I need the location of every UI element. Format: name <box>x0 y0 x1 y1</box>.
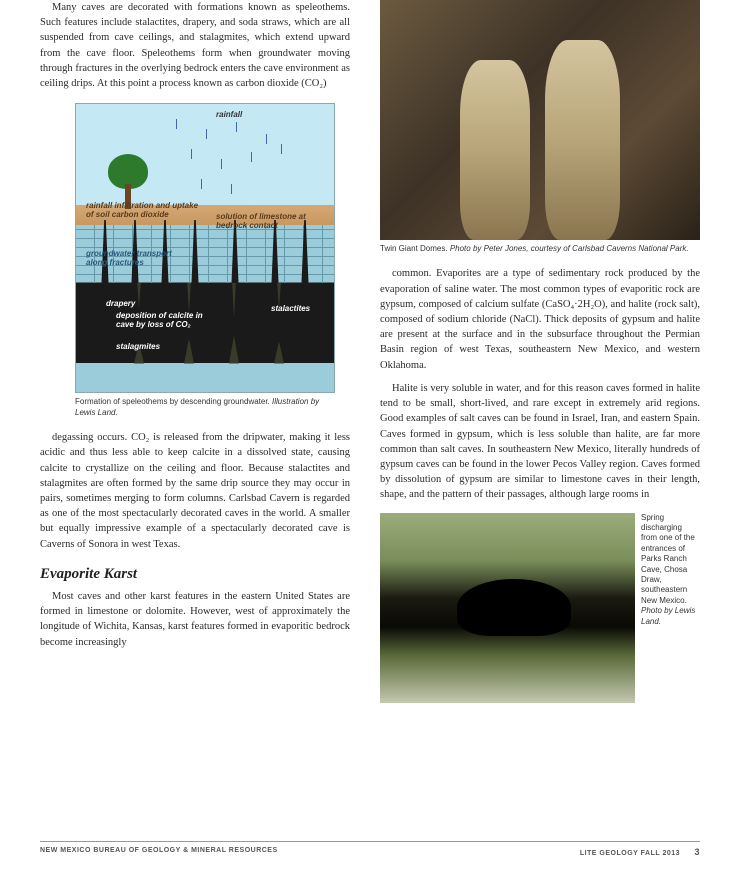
paragraph-speleothems: Many caves are decorated with formations… <box>40 0 350 91</box>
photo1-credit: Photo by Peter Jones, courtesy of Carlsb… <box>450 244 689 253</box>
photo-parks-ranch <box>380 513 635 703</box>
label-stalagmites: stalagmites <box>116 342 160 351</box>
photo1-caption-text: Twin Giant Domes. <box>380 244 448 253</box>
paragraph-degassing: degassing occurs. CO₂ is released from t… <box>40 430 350 552</box>
photo2-caption-text: Spring discharging from one of the entra… <box>641 513 695 605</box>
label-rainfall: rainfall <box>216 110 242 119</box>
diagram-caption-text: Formation of speleothems by descending g… <box>75 397 270 406</box>
diagram-wrapper: rainfall rainfall infiltration and uptak… <box>75 103 335 418</box>
footer-publisher: NEW MEXICO BUREAU OF GEOLOGY & MINERAL R… <box>40 847 278 857</box>
footer-issue: LITE GEOLOGY FALL 2013 3 <box>580 847 700 857</box>
photo2-wrapper: Spring discharging from one of the entra… <box>380 513 700 703</box>
paragraph-halite: Halite is very soluble in water, and for… <box>380 381 700 503</box>
para1-text: Many caves are decorated with formations… <box>40 0 350 91</box>
label-drapery: drapery <box>106 299 135 308</box>
label-stalactites: stalactites <box>271 304 310 313</box>
heading-evaporite: Evaporite Karst <box>40 566 350 583</box>
label-transport: groundwater transport along fractures <box>86 249 186 267</box>
photo2-credit: Photo by Lewis Land. <box>641 606 695 625</box>
rpara1-text: common. Evaporites are a type of sedimen… <box>380 266 700 373</box>
rpara2-text: Halite is very soluble in water, and for… <box>380 381 700 503</box>
label-deposition: deposition of calcite in cave by loss of… <box>116 311 206 329</box>
photo1-caption: Twin Giant Domes. Photo by Peter Jones, … <box>380 244 700 254</box>
diagram-caption: Formation of speleothems by descending g… <box>75 397 335 418</box>
speleothem-diagram: rainfall rainfall infiltration and uptak… <box>75 103 335 393</box>
label-solution: solution of limestone at bedrock contact <box>216 212 316 230</box>
page-footer: NEW MEXICO BUREAU OF GEOLOGY & MINERAL R… <box>40 841 700 857</box>
paragraph-evaporites: common. Evaporites are a type of sedimen… <box>380 266 700 373</box>
photo2-caption: Spring discharging from one of the entra… <box>635 513 697 703</box>
footer-issue-text: LITE GEOLOGY FALL 2013 <box>580 850 680 857</box>
photo-twin-domes <box>380 0 700 240</box>
label-infiltration: rainfall infiltration and uptake of soil… <box>86 201 206 219</box>
para3-text: Most caves and other karst features in t… <box>40 589 350 650</box>
paragraph-evaporite-intro: Most caves and other karst features in t… <box>40 589 350 650</box>
para2-text: degassing occurs. CO₂ is released from t… <box>40 430 350 552</box>
page-number: 3 <box>694 847 700 857</box>
